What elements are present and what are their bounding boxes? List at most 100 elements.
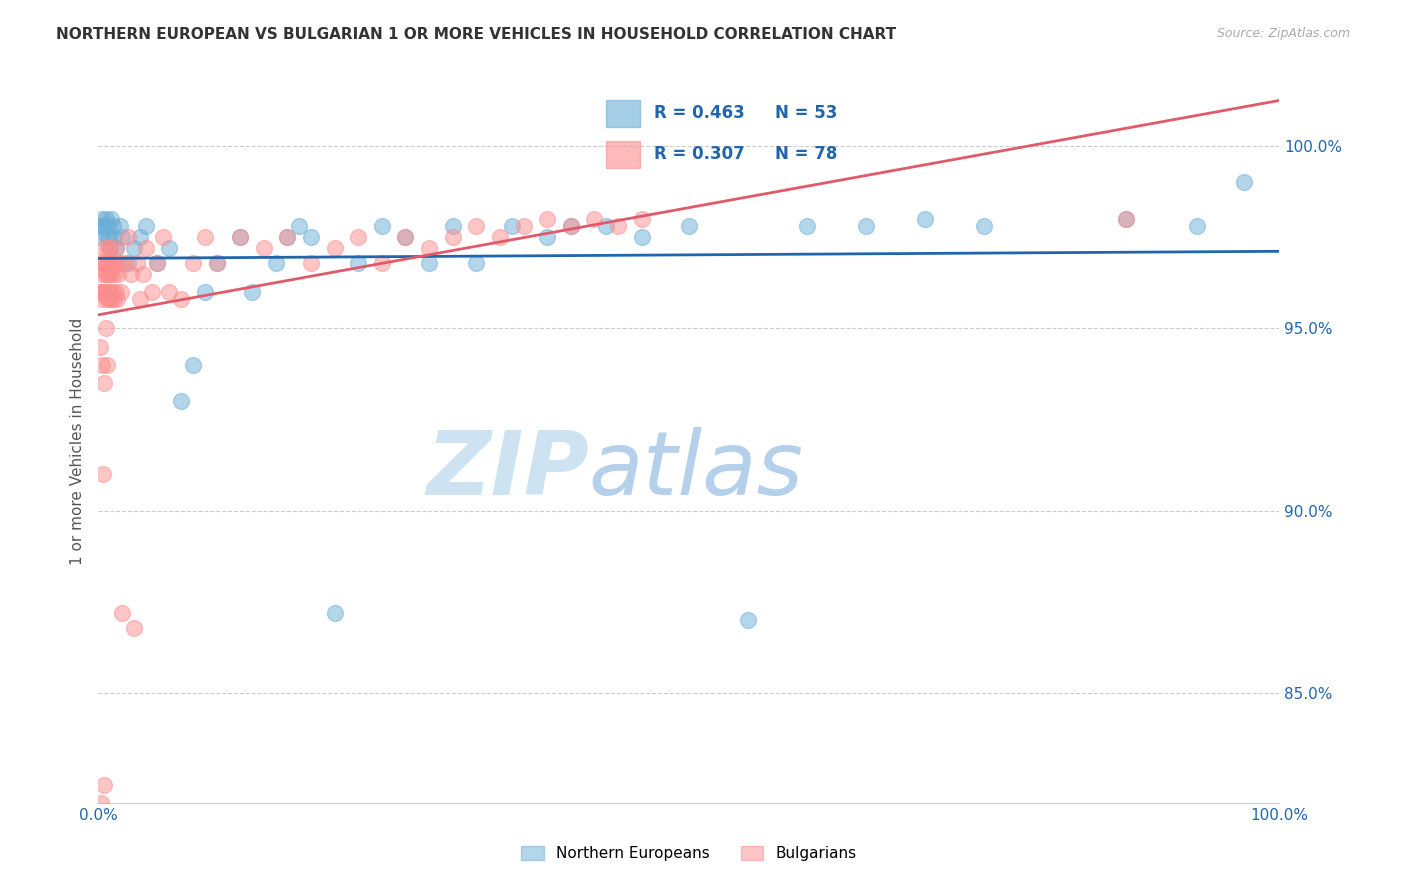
Point (240, 285, 263, 299)
Point (121, 267, 143, 281)
Point (97, 285, 120, 299)
Point (96, 358, 118, 372)
Point (91, 211, 114, 226)
Point (97, 256, 120, 270)
Text: R = 0.463: R = 0.463 (654, 104, 745, 122)
Point (122, 621, 145, 635)
Point (108, 219, 131, 234)
Point (93, 376, 115, 391)
Point (583, 211, 606, 226)
Point (90, 285, 112, 299)
Text: N = 53: N = 53 (775, 104, 837, 122)
Point (146, 256, 169, 270)
Point (347, 230, 370, 244)
Point (205, 256, 228, 270)
Point (110, 285, 132, 299)
Point (678, 219, 700, 234)
Point (1115, 211, 1137, 226)
Point (465, 219, 488, 234)
Point (264, 256, 287, 270)
Point (117, 230, 139, 244)
Point (288, 219, 311, 234)
Point (91, 292, 114, 306)
Point (489, 230, 512, 244)
Point (914, 211, 936, 226)
Point (93, 285, 115, 299)
Point (89, 219, 111, 234)
Point (441, 230, 464, 244)
Text: NORTHERN EUROPEAN VS BULGARIAN 1 OR MORE VEHICLES IN HOUSEHOLD CORRELATION CHART: NORTHERN EUROPEAN VS BULGARIAN 1 OR MORE… (56, 27, 897, 42)
Point (98, 241, 121, 255)
Point (152, 230, 174, 244)
Point (93, 241, 115, 255)
Bar (606, 141, 640, 168)
Point (141, 285, 163, 299)
Point (112, 256, 135, 270)
Point (132, 267, 155, 281)
Point (560, 219, 582, 234)
Point (157, 285, 180, 299)
Point (101, 256, 124, 270)
Point (229, 230, 252, 244)
Point (98, 230, 121, 244)
Point (371, 256, 394, 270)
Point (595, 219, 617, 234)
Point (93, 219, 115, 234)
Point (108, 256, 131, 270)
Point (94, 267, 117, 281)
Point (1185, 219, 1208, 234)
Point (465, 256, 488, 270)
Point (98, 292, 121, 306)
Point (91, 267, 114, 281)
Point (117, 256, 139, 270)
Point (91, 467, 114, 482)
Point (111, 230, 134, 244)
Legend: Northern Europeans, Bulgarians: Northern Europeans, Bulgarians (515, 840, 863, 867)
Point (89, 285, 111, 299)
Point (135, 241, 157, 255)
Point (93, 778, 115, 792)
Point (105, 241, 128, 255)
Point (536, 211, 558, 226)
Point (181, 256, 204, 270)
Point (128, 292, 150, 306)
Point (441, 219, 464, 234)
Point (98, 241, 121, 255)
Point (229, 230, 252, 244)
Point (91, 358, 114, 372)
Point (94, 256, 117, 270)
Point (104, 256, 127, 270)
Point (512, 219, 534, 234)
Bar (606, 100, 640, 127)
Point (98, 256, 121, 270)
Point (90, 796, 112, 810)
Point (97, 219, 120, 234)
Point (96, 267, 118, 281)
Point (170, 292, 193, 306)
Point (194, 230, 217, 244)
Point (1233, 176, 1256, 190)
Point (91, 256, 114, 270)
Point (394, 230, 416, 244)
Text: atlas: atlas (589, 427, 803, 514)
Point (101, 285, 124, 299)
Point (135, 219, 157, 234)
Point (299, 230, 322, 244)
Point (855, 219, 877, 234)
Point (101, 219, 124, 234)
Point (91, 219, 114, 234)
Point (796, 219, 818, 234)
Point (276, 230, 298, 244)
Point (103, 292, 125, 306)
Point (1115, 211, 1137, 226)
Point (146, 256, 169, 270)
Point (394, 230, 416, 244)
Point (100, 267, 122, 281)
Point (560, 219, 582, 234)
Text: ZIP: ZIP (426, 427, 589, 514)
Point (105, 285, 128, 299)
Point (90, 230, 112, 244)
Point (607, 219, 630, 234)
Text: R = 0.307: R = 0.307 (654, 145, 745, 163)
Text: Source: ZipAtlas.com: Source: ZipAtlas.com (1216, 27, 1350, 40)
